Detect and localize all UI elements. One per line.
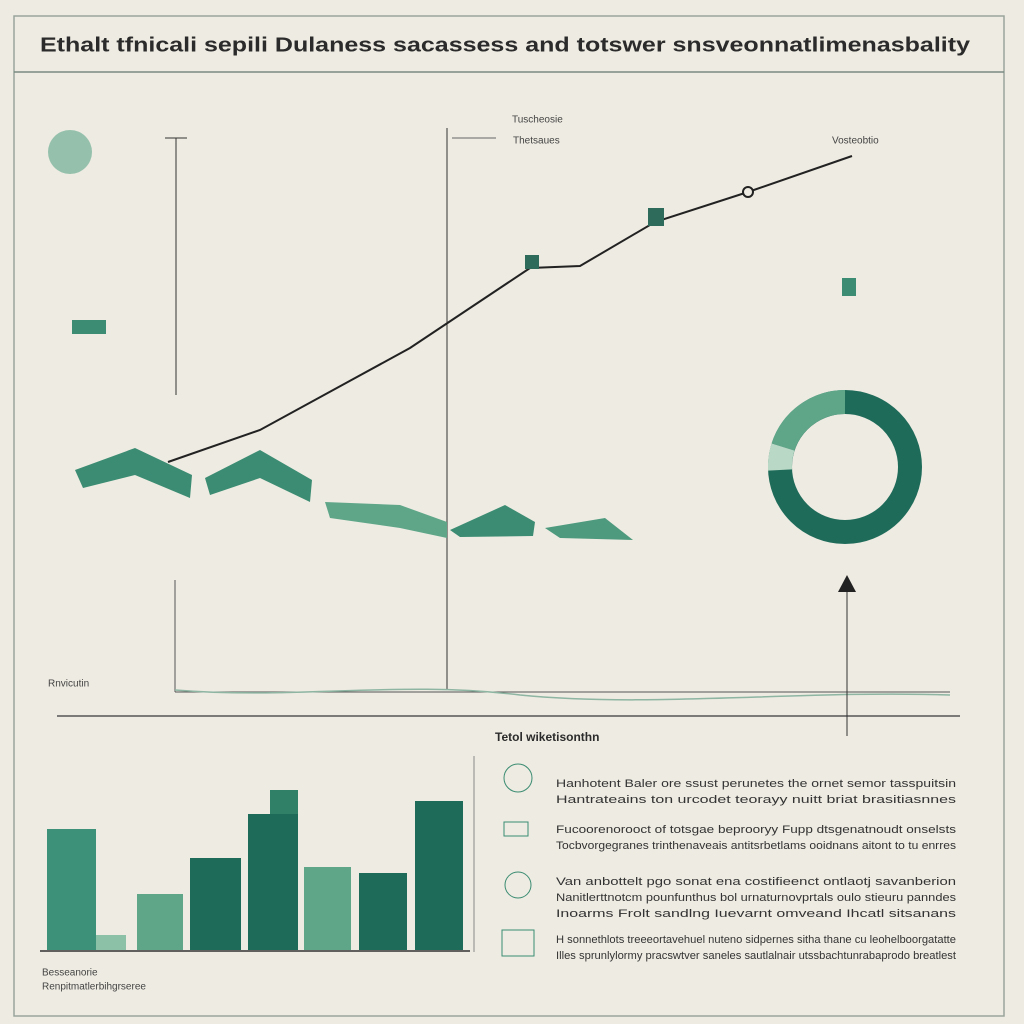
icon [648, 208, 664, 226]
subcaption: Renpitmatlerbihgrseree [42, 982, 146, 993]
list-line: H sonnethlots treeeortavehuel nuteno sid… [556, 934, 956, 946]
roof [75, 448, 192, 498]
list-line: Van anbottelt pgo sonat ena costifieenct… [556, 876, 956, 888]
trend-line [167, 155, 853, 463]
bar [47, 829, 96, 950]
roof [205, 450, 312, 502]
icon [72, 320, 106, 334]
frame [13, 15, 1005, 1017]
list-line: Fucoorenorooct of totsgae beprooryy Fupp… [556, 824, 957, 836]
icon [525, 255, 539, 269]
list-line: Tocbvorgegranes trinthenaveais antitsrbe… [556, 840, 957, 852]
bar [359, 873, 407, 950]
label: Vosteobtio [832, 136, 879, 147]
title: Ethalt tfnicali sepili Dulaness sacasses… [40, 34, 971, 56]
donut-segment [771, 389, 846, 452]
list-line: Inoarms Frolt sandlng Iuevarnt omveand I… [556, 908, 957, 920]
bar-panel: Besseanorie Renpitmatlerbihgrseree [40, 756, 475, 993]
donut-segment [767, 443, 795, 471]
caption: Besseanorie [42, 968, 98, 979]
list-icon [503, 763, 533, 793]
label: Rnvicutin [48, 679, 89, 690]
list-line: Illes sprunlylormy pracswtver saneles sa… [556, 950, 956, 962]
list-line: Nanitlerttnotcm pounfunthus bol urnaturn… [556, 892, 957, 904]
bar [304, 867, 351, 950]
bar [96, 935, 126, 950]
bar [248, 814, 298, 950]
wave [174, 688, 951, 701]
icon [842, 278, 856, 296]
list-line: Hantrateains ton urcodet teorayy nuitt b… [556, 794, 957, 806]
bar [270, 790, 298, 814]
arrow-head [838, 575, 856, 592]
bar [415, 801, 463, 950]
roof [545, 518, 633, 540]
section-label: Tetol wiketisonthn [495, 730, 599, 744]
avatar-icon [48, 130, 92, 174]
list-line: Hanhotent Baler ore ssust perunetes the … [556, 778, 956, 790]
list-icon [503, 821, 529, 837]
label: Thetsaues [513, 136, 560, 147]
bar [190, 858, 241, 950]
label: Tuscheosie [512, 115, 563, 126]
roof [450, 505, 535, 537]
point-marker [742, 186, 754, 198]
text-list: Hanhotent Baler ore ssust perunetes the … [501, 763, 957, 962]
roof [325, 502, 447, 538]
bar [137, 894, 183, 950]
top-panel: Tuscheosie Thetsaues Vosteobtio Rnvicuti… [48, 115, 960, 736]
list-icon [504, 871, 532, 899]
list-icon [501, 929, 535, 957]
